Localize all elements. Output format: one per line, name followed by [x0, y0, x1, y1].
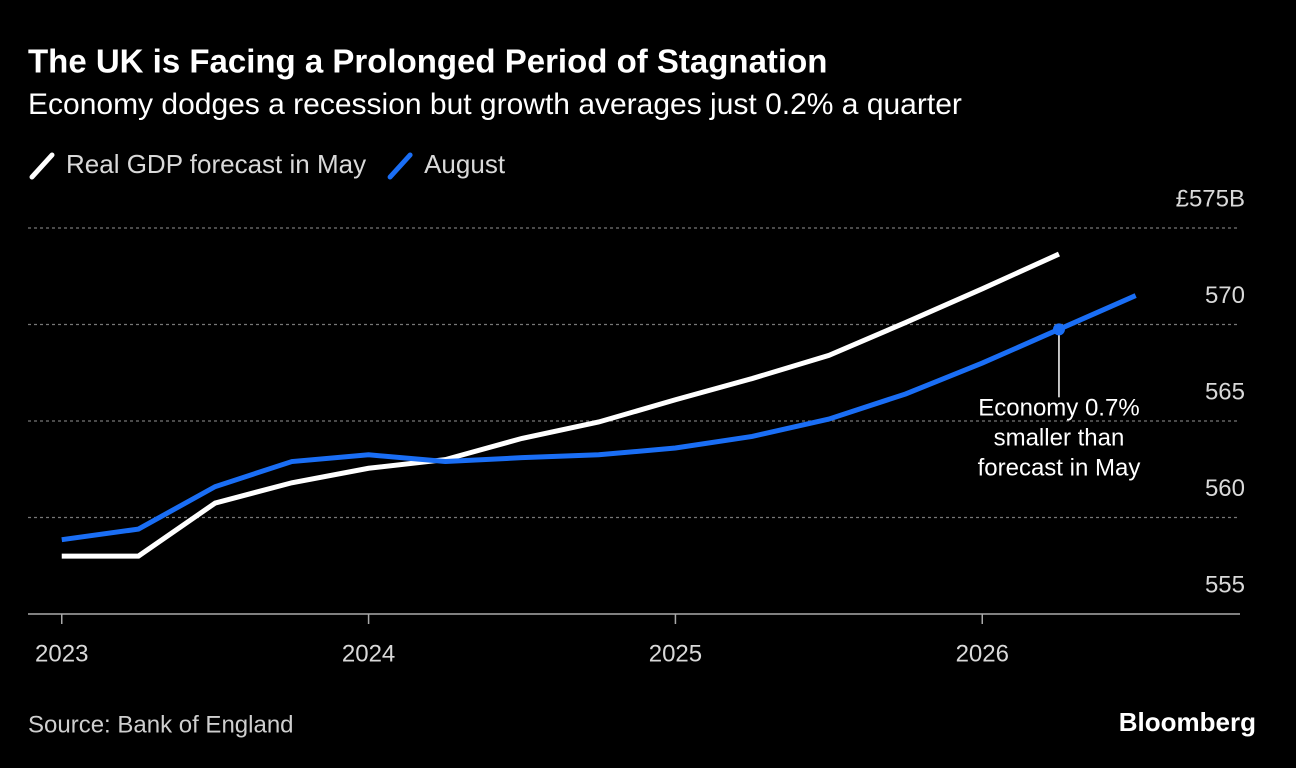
series-line	[61, 251, 1061, 559]
annotation-point	[1052, 323, 1065, 336]
legend-label: Real GDP forecast in May	[66, 149, 366, 179]
y-tick-label: 560	[1205, 475, 1245, 502]
x-tick-label: 2026	[956, 640, 1009, 667]
legend-label: August	[424, 149, 506, 179]
y-tick-label: 565	[1205, 378, 1245, 405]
y-tick-label: 555	[1205, 571, 1245, 598]
y-tick-label: £575B	[1176, 185, 1245, 212]
legend-swatch	[29, 152, 55, 180]
x-tick-label: 2025	[649, 640, 702, 667]
brand-logo: Bloomberg	[1119, 707, 1256, 737]
x-tick-label: 2023	[35, 640, 88, 667]
x-tick-label: 2024	[342, 640, 395, 667]
y-tick-label: 570	[1205, 282, 1245, 309]
chart-subtitle: Economy dodges a recession but growth av…	[28, 88, 962, 121]
annotation-text: smaller than	[994, 425, 1125, 452]
chart-title: The UK is Facing a Prolonged Period of S…	[28, 43, 827, 80]
annotation-text: forecast in May	[978, 455, 1141, 482]
series-line	[61, 293, 1137, 543]
legend-swatch	[387, 152, 413, 180]
annotation-text: Economy 0.7%	[978, 395, 1139, 422]
source: Source: Bank of England	[28, 711, 294, 738]
